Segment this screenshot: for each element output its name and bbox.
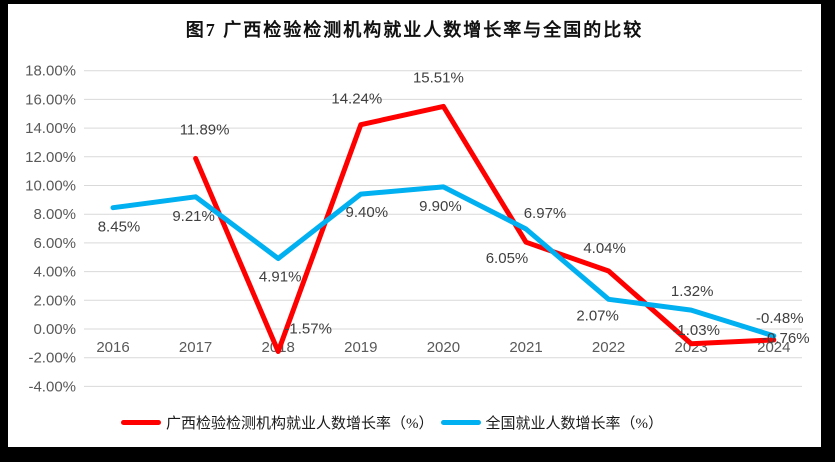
- y-axis-tick-label: 8.00%: [33, 206, 76, 223]
- series-line-national: [110, 184, 777, 339]
- data-label: 4.91%: [259, 269, 302, 286]
- data-label: 9.90%: [419, 198, 462, 215]
- x-axis-label: 2022: [592, 339, 625, 356]
- data-label: -1.57%: [284, 321, 332, 338]
- data-label: -1.03%: [672, 322, 720, 339]
- data-label: 2.07%: [576, 307, 619, 324]
- data-label: 9.21%: [172, 208, 215, 225]
- data-label: 6.97%: [524, 205, 567, 222]
- data-label: 15.51%: [413, 69, 464, 86]
- series-line-guangxi: [193, 103, 777, 354]
- chart-canvas: [8, 4, 821, 447]
- x-axis-label: 2021: [509, 339, 542, 356]
- y-axis-tick-label: 4.00%: [33, 264, 76, 281]
- y-axis-tick-label: 12.00%: [25, 149, 76, 166]
- legend-label-guangxi: 广西检验检测机构就业人数增长率（%）: [166, 416, 434, 432]
- x-axis-label: 2016: [96, 339, 129, 356]
- y-axis-tick-label: 10.00%: [25, 178, 76, 195]
- x-axis-label: 2024: [757, 339, 790, 356]
- legend-line-swatch-blue: [440, 420, 481, 425]
- legend-item-national: 全国就业人数增长率（%）: [440, 412, 664, 433]
- chart-title: 图7 广西检验检测机构就业人数增长率与全国的比较: [185, 20, 644, 40]
- data-label: 14.24%: [331, 91, 382, 108]
- y-axis-tick-label: -4.00%: [28, 378, 76, 395]
- legend-item-guangxi: 广西检验检测机构就业人数增长率（%）: [121, 412, 434, 433]
- y-axis-tick-label: 18.00%: [25, 63, 76, 80]
- legend-label-national: 全国就业人数增长率（%）: [485, 416, 664, 432]
- data-label: 4.04%: [583, 240, 626, 257]
- data-label: 11.89%: [180, 121, 230, 138]
- data-label: -0.48%: [756, 310, 804, 327]
- x-axis-label: 2017: [179, 339, 212, 356]
- x-axis-label: 2020: [427, 339, 460, 356]
- data-label: 6.05%: [486, 250, 529, 267]
- y-axis-tick-label: 2.00%: [33, 292, 76, 309]
- y-axis-tick-label: 16.00%: [25, 91, 76, 108]
- y-axis-tick-label: 0.00%: [33, 321, 76, 338]
- y-axis-tick-label: 6.00%: [33, 235, 76, 252]
- legend-line-swatch-red: [121, 420, 161, 425]
- data-label: 9.40%: [346, 204, 389, 221]
- data-label: 8.45%: [98, 219, 141, 236]
- y-axis-tick-label: -2.00%: [28, 350, 76, 367]
- x-axis-label: 2019: [344, 339, 377, 356]
- data-label: 1.32%: [671, 283, 714, 300]
- chart-legend: 广西检验检测机构就业人数增长率（%） 全国就业人数增长率（%）: [121, 412, 663, 433]
- y-axis-tick-label: 14.00%: [25, 120, 76, 137]
- data-label: -0.76%: [762, 330, 810, 347]
